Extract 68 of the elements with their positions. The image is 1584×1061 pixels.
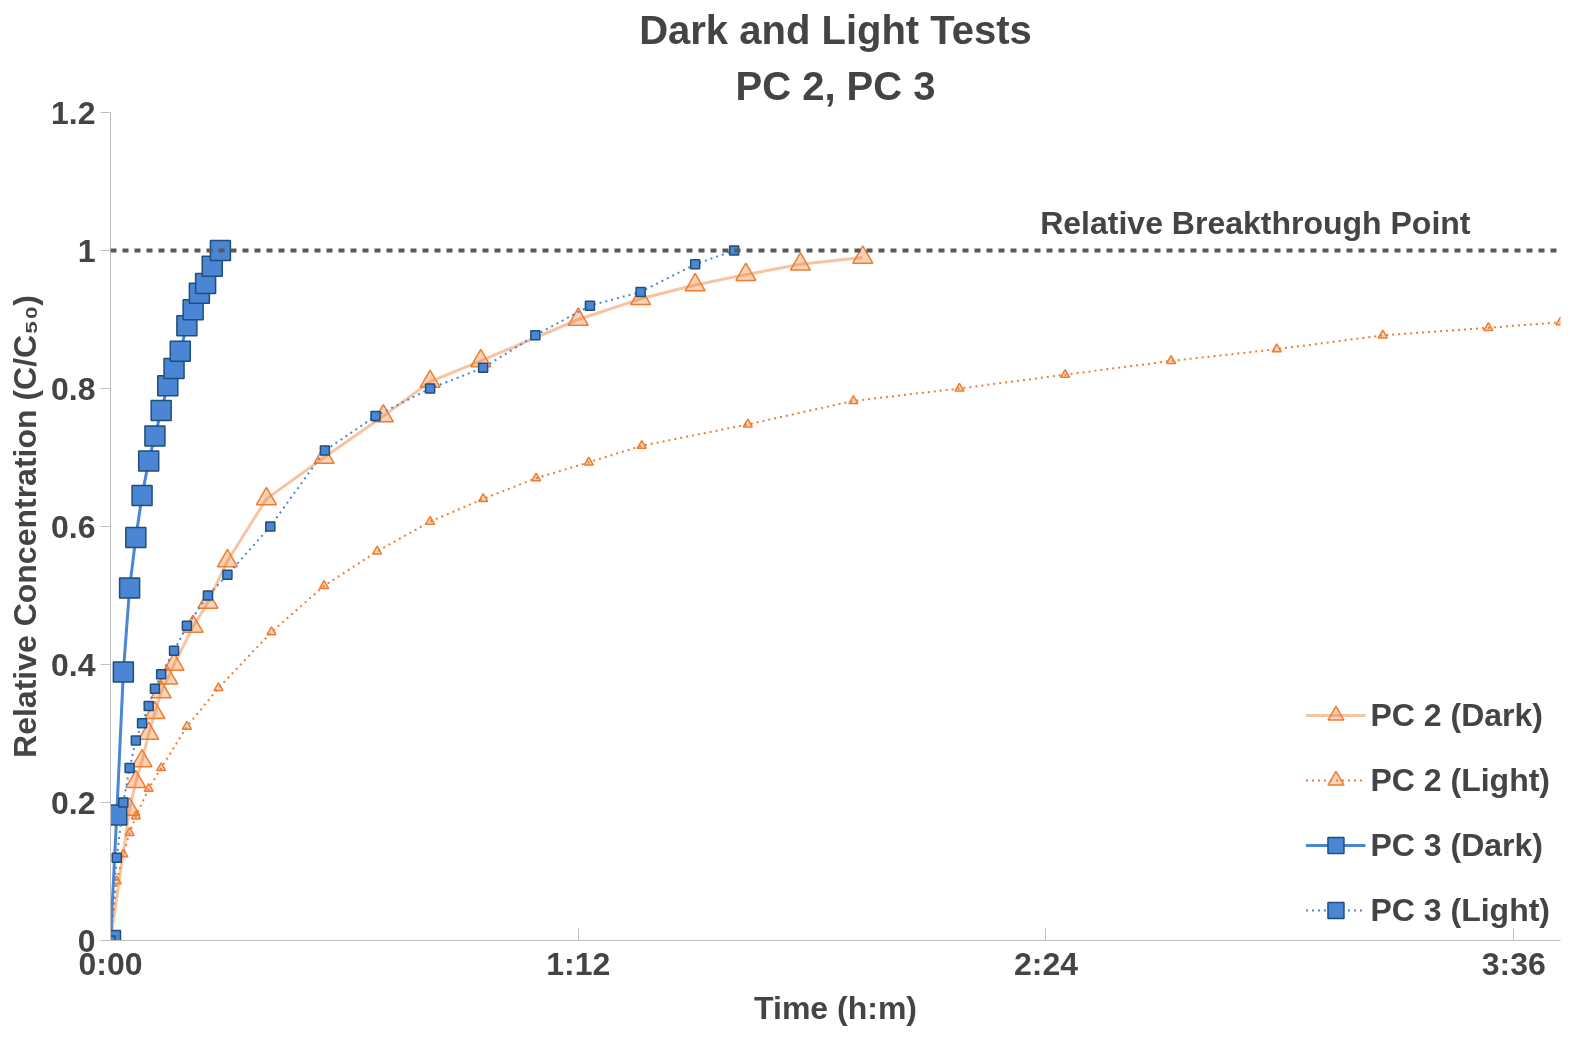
y-axis-title: Relative Concentration (C/C₅₀) — [7, 295, 44, 758]
point — [155, 668, 167, 680]
ref-line-label: Relative Breakthrough Point — [1040, 204, 1471, 241]
point — [144, 425, 166, 447]
point — [131, 484, 153, 507]
y-tick-label: 0.2 — [51, 784, 96, 821]
chart-subtitle: PC 2, PC 3 — [735, 63, 936, 108]
point — [635, 286, 646, 298]
point — [1377, 329, 1389, 339]
point — [112, 661, 135, 683]
point — [848, 394, 859, 405]
point — [1483, 321, 1494, 332]
point — [143, 782, 154, 793]
point — [118, 797, 129, 808]
point — [155, 762, 167, 772]
point — [370, 410, 381, 422]
x-tick-label: 1:12 — [546, 945, 611, 982]
point — [150, 399, 172, 422]
point — [477, 492, 489, 503]
point — [130, 810, 142, 820]
point — [130, 735, 142, 746]
point — [168, 645, 180, 656]
point — [143, 700, 154, 712]
point — [125, 526, 147, 549]
point — [530, 472, 542, 482]
point — [583, 456, 595, 466]
point — [169, 340, 192, 362]
point — [266, 626, 277, 636]
point — [222, 569, 233, 581]
point — [530, 330, 541, 341]
point — [124, 762, 135, 774]
x-tick-label: 2:24 — [1013, 945, 1079, 982]
point — [689, 259, 701, 270]
x-axis-title: Time (h:m) — [754, 989, 917, 1026]
legend-label: PC 3 (Dark) — [1370, 826, 1543, 864]
legend-label: PC 2 (Dark) — [1370, 696, 1543, 734]
legend-label: PC 2 (Light) — [1370, 761, 1550, 799]
point — [954, 382, 965, 392]
point — [265, 521, 276, 532]
point — [213, 682, 224, 692]
point — [636, 439, 648, 450]
point — [137, 450, 160, 472]
point — [1059, 368, 1071, 379]
point — [111, 852, 122, 863]
point — [136, 717, 148, 729]
y-tick-label: 1.2 — [51, 94, 96, 131]
point — [477, 362, 489, 374]
point — [181, 720, 193, 730]
legend-label: PC 3 (Light) — [1370, 891, 1550, 929]
point — [1165, 354, 1177, 365]
point — [131, 748, 153, 768]
point — [118, 577, 141, 599]
point — [318, 579, 330, 590]
point — [1271, 343, 1282, 353]
point — [584, 300, 596, 311]
y-tick-label: 0.8 — [51, 370, 96, 407]
y-tick-label: 0.4 — [51, 646, 96, 683]
point — [125, 769, 147, 789]
point — [424, 515, 436, 526]
point — [371, 545, 383, 555]
point — [742, 418, 754, 428]
y-tick-label: 1 — [77, 232, 96, 269]
x-tick-label: 3:36 — [1481, 945, 1546, 982]
point — [567, 307, 589, 327]
chart-title: Dark and Light Tests — [639, 7, 1032, 52]
y-tick-label: 0.6 — [51, 508, 96, 545]
point — [124, 826, 135, 837]
point — [424, 383, 436, 394]
